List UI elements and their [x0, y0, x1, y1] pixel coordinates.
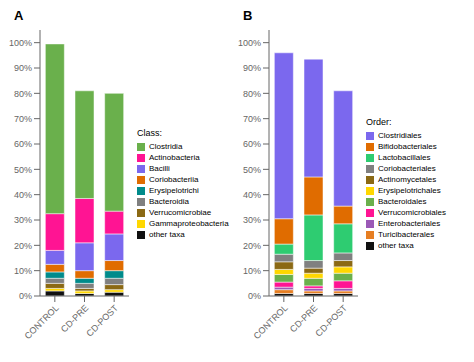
svg-text:CD-PRE: CD-PRE	[59, 302, 91, 335]
svg-text:40%: 40%	[14, 190, 32, 200]
svg-text:30%: 30%	[243, 215, 261, 225]
svg-text:50%: 50%	[243, 165, 261, 175]
html-text:Turicibacterales: Turicibacterales	[378, 230, 435, 239]
svg-text:80%: 80%	[14, 89, 32, 99]
html-text:Erysipelotrichi: Erysipelotrichi	[149, 186, 199, 195]
svg-text:70%: 70%	[14, 114, 32, 124]
svg-text:40%: 40%	[243, 190, 261, 200]
html-text:Enterobacteriales: Enterobacteriales	[378, 219, 441, 228]
html-text:Clostridia: Clostridia	[149, 142, 183, 151]
svg-text:CD-POST: CD-POST	[313, 303, 349, 339]
svg-text:60%: 60%	[243, 139, 261, 149]
html-text:other taxa: other taxa	[378, 241, 414, 250]
svg-text:20%: 20%	[14, 241, 32, 251]
html-text:Bifidobacteriales: Bifidobacteriales	[378, 142, 437, 151]
svg-text:0%: 0%	[248, 291, 261, 301]
html-text:Bacteroidales: Bacteroidales	[378, 197, 427, 206]
svg-text:10%: 10%	[243, 266, 261, 276]
svg-text:100%: 100%	[238, 38, 261, 48]
svg-text:80%: 80%	[243, 89, 261, 99]
html-text:Clostridiales: Clostridiales	[378, 131, 422, 140]
svg-text:60%: 60%	[14, 139, 32, 149]
svg-text:30%: 30%	[14, 215, 32, 225]
svg-text:10%: 10%	[14, 266, 32, 276]
svg-text:100%: 100%	[9, 38, 32, 48]
svg-text:50%: 50%	[14, 165, 32, 175]
html-text:Gammaproteobacteria: Gammaproteobacteria	[149, 219, 229, 228]
html-text:Verrucomicrobiales: Verrucomicrobiales	[378, 208, 446, 217]
html-text:Actinobacteria: Actinobacteria	[149, 153, 200, 162]
html-text:Verrucomicrobiae: Verrucomicrobiae	[149, 208, 212, 217]
html-text:Coriobacteriia: Coriobacteriia	[149, 175, 199, 184]
html-text:Bacilli: Bacilli	[149, 164, 170, 173]
svg-text:CONTROL: CONTROL	[252, 303, 290, 341]
html-text:Class:: Class:	[137, 128, 162, 138]
svg-text:CONTROL: CONTROL	[23, 303, 61, 341]
html-text:Actinomycetales: Actinomycetales	[378, 175, 437, 184]
html-text:Order:: Order:	[366, 117, 392, 127]
html-text:other taxa: other taxa	[149, 230, 185, 239]
svg-text:70%: 70%	[243, 114, 261, 124]
svg-text:90%: 90%	[243, 63, 261, 73]
html-text:B: B	[243, 8, 253, 23]
svg-text:90%: 90%	[14, 63, 32, 73]
svg-text:20%: 20%	[243, 241, 261, 251]
svg-text:CD-PRE: CD-PRE	[288, 302, 320, 335]
html-text:Bacteroidia: Bacteroidia	[149, 197, 189, 206]
html-text:Erysipelotrichales: Erysipelotrichales	[378, 186, 441, 195]
svg-text:0%: 0%	[19, 291, 32, 301]
html-text:Lactobacillales: Lactobacillales	[378, 153, 431, 162]
html-text:A: A	[14, 8, 24, 23]
html-text:Coriobacteriales: Coriobacteriales	[378, 164, 436, 173]
svg-text:CD-POST: CD-POST	[84, 303, 120, 339]
